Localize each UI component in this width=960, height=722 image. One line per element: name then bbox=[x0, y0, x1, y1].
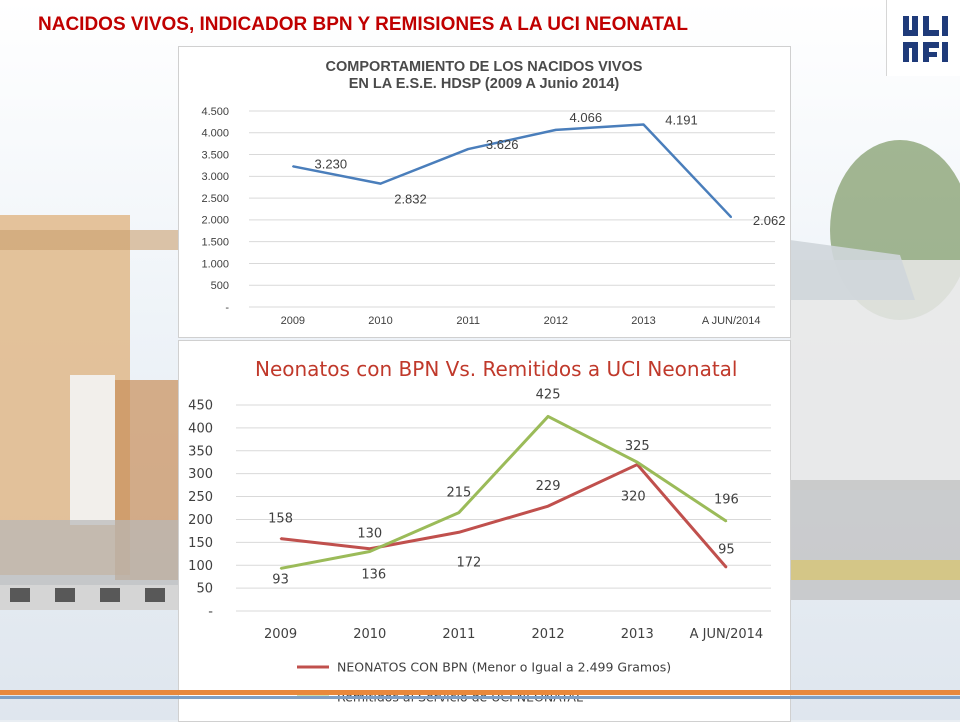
data-point bbox=[279, 537, 282, 540]
data-label: 130 bbox=[357, 526, 382, 541]
data-point bbox=[279, 567, 282, 570]
data-label: 229 bbox=[536, 479, 561, 494]
chart1-title-line2: EN LA E.S.E. HDSP (2009 A Junio 2014) bbox=[348, 76, 620, 92]
data-label: 425 bbox=[536, 387, 561, 402]
y-tick-label: 4.500 bbox=[201, 106, 229, 118]
legend-label-1: NEONATOS CON BPN (Menor o Igual a 2.499 … bbox=[337, 660, 671, 675]
data-point bbox=[292, 165, 294, 168]
x-tick-label: 2010 bbox=[353, 627, 386, 642]
data-label: 95 bbox=[718, 543, 735, 558]
chart1-title-line1: COMPORTAMIENTO DE LOS NACIDOS VIVOS bbox=[325, 59, 643, 75]
x-tick-label: A JUN/2014 bbox=[702, 315, 761, 327]
y-tick-label: - bbox=[208, 605, 213, 620]
data-point bbox=[636, 461, 639, 464]
x-tick-label: 2011 bbox=[456, 315, 480, 327]
institution-logo bbox=[886, 0, 960, 76]
footer-accent-bar-secondary bbox=[0, 696, 960, 699]
data-label: 3.230 bbox=[315, 156, 348, 171]
y-tick-label: 400 bbox=[188, 421, 213, 436]
x-tick-label: 2010 bbox=[368, 315, 392, 327]
data-label: 215 bbox=[447, 486, 472, 501]
y-tick-label: 2.500 bbox=[201, 193, 229, 205]
y-tick-label: 250 bbox=[188, 490, 213, 505]
y-tick-label: 150 bbox=[188, 536, 213, 551]
logo-mark-icon bbox=[903, 16, 948, 62]
chart-live-births-panel: COMPORTAMIENTO DE LOS NACIDOS VIVOS EN L… bbox=[178, 46, 791, 338]
data-point bbox=[368, 550, 371, 553]
data-label: 3.626 bbox=[486, 137, 519, 152]
data-label: 2.062 bbox=[753, 213, 786, 228]
series-line-1 bbox=[280, 463, 728, 569]
chart-bpn-vs-uci-panel: Neonatos con BPN Vs. Remitidos a UCI Neo… bbox=[178, 340, 791, 722]
y-tick-label: 3.000 bbox=[201, 171, 229, 183]
data-point bbox=[730, 216, 732, 218]
x-tick-label: 2013 bbox=[621, 627, 654, 642]
data-point bbox=[725, 520, 728, 523]
data-label: 93 bbox=[272, 572, 289, 587]
data-point bbox=[368, 547, 371, 550]
y-tick-label: 1.500 bbox=[201, 237, 229, 249]
x-tick-label: 2012 bbox=[532, 627, 565, 642]
data-label: 4.191 bbox=[665, 112, 698, 127]
x-tick-label: 2009 bbox=[281, 315, 305, 327]
data-label: 325 bbox=[625, 439, 650, 454]
x-tick-label: 2011 bbox=[442, 627, 475, 642]
y-tick-label: 200 bbox=[188, 513, 213, 528]
data-label: 4.066 bbox=[570, 110, 603, 125]
chart2-plot: - 50 100 150 200 250 300 350 400 450 2009 2010 2011 2… bbox=[188, 387, 771, 705]
y-tick-label: 500 bbox=[211, 280, 229, 292]
x-tick-label: 2009 bbox=[264, 627, 297, 642]
y-tick-label: 4.000 bbox=[201, 128, 229, 140]
x-tick-label: A JUN/2014 bbox=[690, 627, 764, 642]
series-line-1 bbox=[292, 123, 733, 219]
y-tick-label: 450 bbox=[188, 399, 213, 414]
data-label: 158 bbox=[268, 512, 293, 527]
chart1-plot: - 500 1.000 1.500 2.000 2.500 3.000 3.500 4.000 4… bbox=[201, 106, 786, 327]
footer-accent-bar bbox=[0, 690, 960, 695]
y-tick-label: 2.000 bbox=[201, 215, 229, 227]
y-tick-label: 1.000 bbox=[201, 258, 229, 270]
y-tick-label: - bbox=[225, 302, 229, 314]
data-point bbox=[547, 415, 549, 418]
data-point bbox=[547, 505, 549, 507]
data-point bbox=[458, 511, 460, 514]
y-tick-label: 350 bbox=[188, 444, 213, 459]
chart1-title: COMPORTAMIENTO DE LOS NACIDOS VIVOS EN L… bbox=[219, 59, 749, 93]
x-tick-label: 2012 bbox=[544, 315, 568, 327]
data-label: 136 bbox=[361, 568, 386, 583]
y-tick-label: 300 bbox=[188, 467, 213, 482]
data-label: 320 bbox=[621, 490, 646, 505]
data-point bbox=[379, 182, 382, 185]
x-tick-label: 2013 bbox=[631, 315, 655, 327]
data-label: 172 bbox=[457, 555, 482, 570]
data-point bbox=[467, 148, 469, 150]
data-point bbox=[458, 531, 460, 534]
data-label: 196 bbox=[714, 492, 739, 507]
data-point bbox=[725, 566, 728, 569]
y-tick-label: 3.500 bbox=[201, 149, 229, 161]
series-line-2 bbox=[280, 414, 728, 570]
slide-title: NACIDOS VIVOS, INDICADOR BPN Y REMISIONE… bbox=[38, 14, 688, 35]
chart2-title: Neonatos con BPN Vs. Remitidos a UCI Neo… bbox=[255, 357, 738, 381]
data-label: 2.832 bbox=[394, 192, 427, 207]
data-point bbox=[555, 129, 557, 131]
y-tick-label: 50 bbox=[196, 582, 213, 597]
y-tick-label: 100 bbox=[188, 559, 213, 574]
data-point bbox=[642, 123, 645, 126]
